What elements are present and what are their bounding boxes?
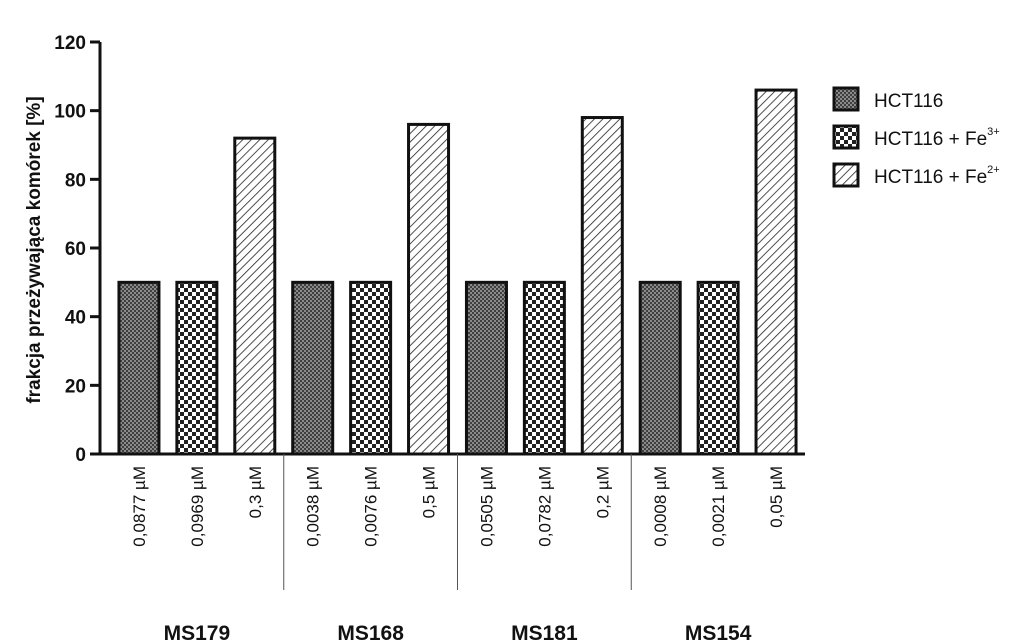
bar-ms179-0 <box>117 280 161 456</box>
y-tick-label: 0 <box>75 445 86 466</box>
bar-ms181-0 <box>464 280 508 456</box>
bars <box>117 88 798 456</box>
x-tick-label: 0,3 µM <box>246 466 265 518</box>
legend-swatch <box>832 124 860 150</box>
bar-ms168-1 <box>349 280 393 456</box>
x-tick-label: 0,05 µM <box>767 466 786 528</box>
legend: HCT116 HCT116 + Fe3+ HCT116 + Fe2+ <box>832 86 1000 188</box>
legend-label: HCT116 + Fe2+ <box>874 164 1000 188</box>
x-tick-label: 0,5 µM <box>420 466 439 518</box>
bar-ms168-2 <box>407 122 451 456</box>
x-tick-label: 0,0021 µM <box>709 466 728 547</box>
group-label: MS179 <box>164 622 231 643</box>
bar-ms154-1 <box>696 280 740 456</box>
bar-ms154-2 <box>754 88 798 456</box>
bar-ms154-0 <box>638 280 682 456</box>
group-label: MS154 <box>685 622 752 643</box>
bar-ms181-2 <box>580 116 624 456</box>
legend-swatch <box>832 162 860 188</box>
y-tick-label: 100 <box>54 102 86 123</box>
bar-ms179-1 <box>175 280 219 456</box>
group-label: MS168 <box>337 622 404 643</box>
legend-label: HCT116 + Fe3+ <box>874 126 1000 150</box>
bar-ms181-1 <box>522 280 566 456</box>
x-tick-label: 0,0782 µM <box>535 466 554 547</box>
legend-swatch <box>832 86 860 112</box>
x-tick-label: 0,0877 µM <box>130 466 149 547</box>
y-tick-label: 40 <box>65 308 86 329</box>
x-tick-labels: 0,0877 µM 0,0969 µM 0,3 µM 0,0038 µM 0,0076 … <box>130 466 786 547</box>
x-tick-label: 0,0076 µM <box>362 466 381 547</box>
legend-label: HCT116 <box>874 91 943 112</box>
y-axis-label: frakcja przeżywająca komórek [%] <box>24 96 45 403</box>
x-tick-label: 0,0008 µM <box>651 466 670 547</box>
y-tick-label: 120 <box>54 33 86 54</box>
bar-ms168-0 <box>291 280 335 456</box>
group-label: MS181 <box>511 622 578 643</box>
x-tick-label: 0,2 µM <box>593 466 612 518</box>
group-labels: MS179 MS168 MS181 MS154 <box>164 454 752 643</box>
y-tick-label: 20 <box>65 376 86 397</box>
y-tick-label: 60 <box>65 239 86 260</box>
x-tick-label: 0,0969 µM <box>188 466 207 547</box>
bar-ms179-2 <box>233 136 277 456</box>
y-axis: 0 20 40 60 80 100 120 <box>54 33 102 466</box>
x-tick-label: 0,0038 µM <box>304 466 323 547</box>
x-tick-label: 0,0505 µM <box>477 466 496 547</box>
y-tick-label: 80 <box>65 170 86 191</box>
